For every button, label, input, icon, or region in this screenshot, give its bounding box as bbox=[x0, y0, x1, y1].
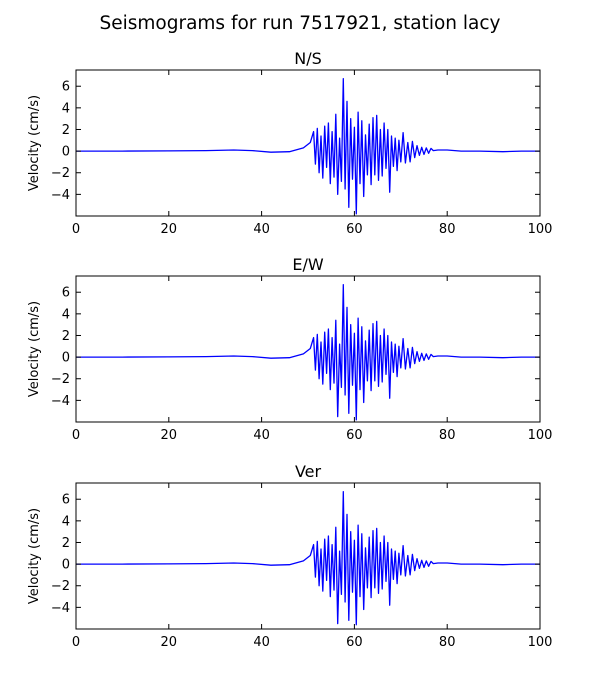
y-tick-label: 2 bbox=[62, 329, 70, 344]
x-tick-label: 20 bbox=[161, 222, 178, 237]
y-tick-label: 4 bbox=[62, 514, 70, 529]
y-tick-label: 0 bbox=[62, 351, 70, 366]
x-tick-label: 100 bbox=[528, 428, 553, 443]
x-tick-label: 80 bbox=[439, 635, 456, 650]
y-tick-label: 2 bbox=[62, 123, 70, 138]
y-axis-label: Velocity (cm/s) bbox=[27, 508, 42, 604]
seismogram-panel-2: Ver Velocity (cm/s) 0 20 40 60 80 100 −4 −2 0 2 4 6 bbox=[27, 462, 552, 650]
x-tick-label: 0 bbox=[72, 222, 80, 237]
y-tick-label: −4 bbox=[51, 601, 70, 616]
y-tick-label: 0 bbox=[62, 558, 70, 573]
y-tick-label: 4 bbox=[62, 101, 70, 116]
panel-title: N/S bbox=[294, 49, 322, 68]
y-tick-label: 2 bbox=[62, 536, 70, 551]
y-tick-label: 6 bbox=[62, 286, 70, 301]
x-tick-label: 100 bbox=[528, 222, 553, 237]
velocity-trace-line bbox=[76, 491, 540, 626]
axes-frame bbox=[75, 275, 541, 423]
x-tick-label: 40 bbox=[253, 222, 270, 237]
x-tick-label: 60 bbox=[346, 428, 363, 443]
x-tick-label: 80 bbox=[439, 428, 456, 443]
seismogram-panel-1: E/W Velocity (cm/s) 0 20 40 60 80 100 −4 −2 0 2 4 6 bbox=[27, 255, 552, 443]
x-tick-label: 20 bbox=[161, 635, 178, 650]
x-tick-label: 60 bbox=[346, 635, 363, 650]
axes-frame bbox=[75, 482, 541, 630]
velocity-trace-line bbox=[76, 284, 540, 421]
velocity-trace-line bbox=[76, 78, 540, 215]
x-tick-label: 80 bbox=[439, 222, 456, 237]
x-tick-label: 60 bbox=[346, 222, 363, 237]
x-tick-label: 20 bbox=[161, 428, 178, 443]
y-tick-label: −2 bbox=[51, 579, 70, 594]
x-tick-label: 0 bbox=[72, 635, 80, 650]
y-tick-label: 0 bbox=[62, 145, 70, 160]
seismogram-panel-0: N/S Velocity (cm/s) 0 20 40 60 80 100 −4 −2 0 2 4 6 bbox=[27, 49, 552, 237]
panel-title: Ver bbox=[295, 462, 322, 481]
y-axis-label: Velocity (cm/s) bbox=[27, 95, 42, 191]
x-tick-label: 40 bbox=[253, 635, 270, 650]
y-axis-label: Velocity (cm/s) bbox=[27, 301, 42, 397]
y-tick-label: −2 bbox=[51, 166, 70, 181]
y-tick-label: −4 bbox=[51, 394, 70, 409]
y-tick-label: −4 bbox=[51, 188, 70, 203]
y-tick-label: 4 bbox=[62, 307, 70, 322]
x-tick-label: 40 bbox=[253, 428, 270, 443]
figure-title: Seismograms for run 7517921, station lac… bbox=[99, 13, 500, 34]
axes-frame bbox=[75, 69, 541, 217]
x-tick-label: 0 bbox=[72, 428, 80, 443]
y-tick-label: 6 bbox=[62, 80, 70, 95]
x-tick-label: 100 bbox=[528, 635, 553, 650]
y-tick-label: −2 bbox=[51, 372, 70, 387]
y-tick-label: 6 bbox=[62, 493, 70, 508]
panel-title: E/W bbox=[292, 255, 324, 274]
